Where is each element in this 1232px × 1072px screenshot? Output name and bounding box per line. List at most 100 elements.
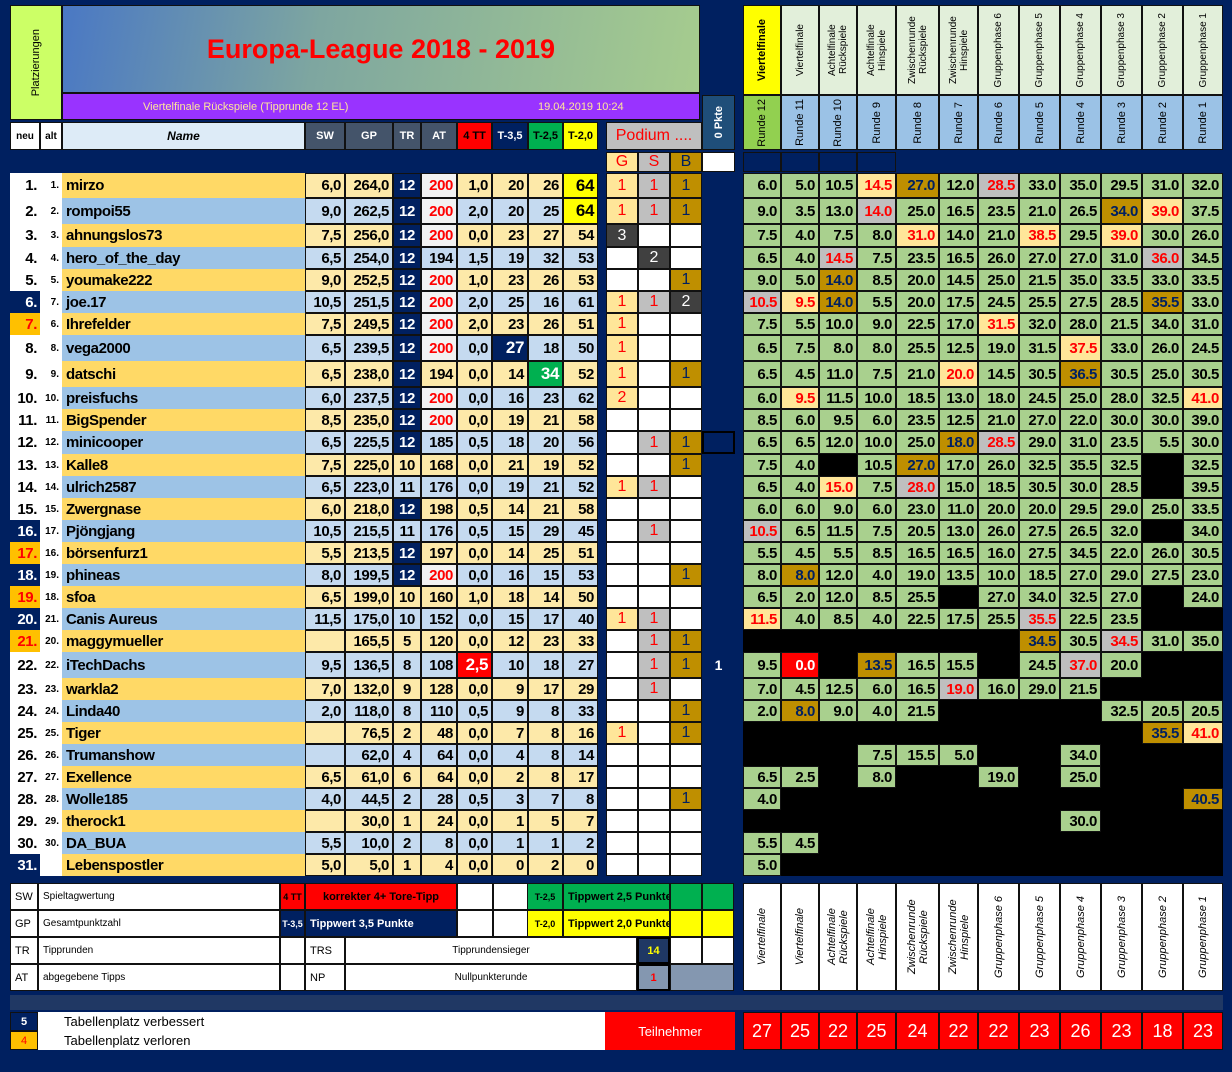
round-participant-count-text: 23 (1192, 1020, 1214, 1041)
player-name[interactable]: youmake222 (62, 269, 305, 291)
col-header-t35[interactable]: T-3,5 (492, 122, 528, 150)
stat-tr: 12 (393, 498, 421, 520)
player-name[interactable]: Tiger (62, 722, 305, 744)
col-header-tt4[interactable]: 4 TT (457, 122, 492, 150)
player-name[interactable]: sfoa (62, 586, 305, 608)
stat-tr: 4 (393, 744, 421, 766)
previous-rank-cell-text: 23. (45, 683, 59, 695)
stat-at: 198 (421, 498, 457, 520)
round-label-header[interactable]: Runde 8 (896, 95, 939, 150)
col-header-gp[interactable]: GP (345, 122, 393, 150)
player-name[interactable]: DA_BUA (62, 832, 305, 854)
player-name[interactable]: Pjöngjang (62, 520, 305, 542)
podium-header-g[interactable]: G (606, 152, 638, 172)
player-name[interactable]: Trumanshow (62, 744, 305, 766)
player-name[interactable]: therock1 (62, 810, 305, 832)
player-name[interactable]: minicooper (62, 431, 305, 454)
stat-sw (305, 744, 345, 766)
round-label-header[interactable]: Runde 5 (1019, 95, 1060, 150)
player-name[interactable]: ahnungslos73 (62, 224, 305, 247)
stat-tr: 12 (393, 224, 421, 247)
col-header-at[interactable]: AT (421, 122, 457, 150)
player-name[interactable]: Exellence (62, 766, 305, 788)
round-label-header[interactable]: Runde 6 (978, 95, 1019, 150)
stat-tr: 12 (393, 431, 421, 454)
podium-header-b[interactable]: B (670, 152, 702, 172)
player-name[interactable]: Wolle185 (62, 788, 305, 810)
round-score-text: 33.0 (1110, 339, 1138, 357)
stat-tt4-text: 0,5 (468, 500, 488, 518)
podium-header-s[interactable]: S (638, 152, 670, 172)
round-score-text: 25.5 (987, 610, 1015, 628)
col-header-tr[interactable]: TR (393, 122, 421, 150)
player-name[interactable]: vega2000 (62, 335, 305, 361)
col-header-neu[interactable]: neu (10, 122, 40, 150)
round-label-header[interactable]: Runde 3 (1101, 95, 1142, 150)
round-score: 5.0 (781, 269, 819, 291)
col-header-t20[interactable]: T-2,0 (563, 122, 598, 150)
round-label-header[interactable]: Runde 9 (857, 95, 896, 150)
stat-t25: 8 (528, 722, 563, 744)
stat-tr: 11 (393, 476, 421, 498)
stat-tt4: 1,0 (457, 269, 492, 291)
round-score: 20.5 (896, 520, 939, 542)
player-name[interactable]: preisfuchs (62, 387, 305, 409)
player-name[interactable]: phineas (62, 564, 305, 586)
player-name[interactable]: joe.17 (62, 291, 305, 313)
player-name[interactable]: rompoi55 (62, 198, 305, 224)
player-name[interactable]: Lebenspostler (62, 854, 305, 876)
round-score-text: 37.5 (1069, 339, 1097, 357)
round-label-header[interactable]: Runde 2 (1142, 95, 1183, 150)
round-score-text: 29.0 (1028, 680, 1056, 698)
round-score: 7.5 (857, 744, 896, 766)
round-score-text: 15.0 (946, 478, 974, 496)
round-score: 34.5 (1183, 247, 1223, 269)
round-label-header[interactable]: Runde 10 (819, 95, 857, 150)
round-phase-header: Gruppenphase 5 (1019, 5, 1060, 95)
player-name[interactable]: Canis Aureus (62, 608, 305, 630)
col-header-alt[interactable]: alt (40, 122, 62, 150)
round-label-header[interactable]: Runde 1 (1183, 95, 1223, 150)
round-label-header[interactable]: Runde 4 (1060, 95, 1101, 150)
player-name[interactable]: ulrich2587 (62, 476, 305, 498)
round-score: 12.0 (939, 173, 978, 198)
lost-label-text: Tabellenplatz verloren (64, 1033, 191, 1048)
round-score: 28.0 (1101, 387, 1142, 409)
round-label-header[interactable]: Runde 11 (781, 95, 819, 150)
col-header-sw[interactable]: SW (305, 122, 345, 150)
stat-t25: 15 (528, 564, 563, 586)
stat-t35: 19 (492, 476, 528, 498)
player-name[interactable]: Kalle8 (62, 454, 305, 476)
player-name[interactable]: datschi (62, 361, 305, 387)
round-label-header[interactable]: Runde 7 (939, 95, 978, 150)
rank-cell-text: 4. (25, 249, 37, 267)
player-name[interactable]: Linda40 (62, 700, 305, 722)
round-score-text: 27.0 (1028, 249, 1056, 267)
player-name[interactable]: mirzo (62, 173, 305, 198)
empty-score-cell (978, 652, 1019, 678)
col-header-t25[interactable]: T-2,5 (528, 122, 563, 150)
round-label-header[interactable]: Runde 12 (743, 95, 781, 150)
round-score: 8.0 (857, 335, 896, 361)
stat-at-text: 185 (429, 434, 453, 451)
player-name-text: minicooper (66, 434, 143, 451)
round-score: 32.5 (1101, 454, 1142, 476)
stat-t25: 29 (528, 520, 563, 542)
empty-score-cell (939, 788, 978, 810)
round-score-text: 8.0 (872, 227, 892, 244)
player-name[interactable]: Ihrefelder (62, 313, 305, 335)
zero-points-cell (702, 832, 735, 854)
player-name[interactable]: hero_of_the_day (62, 247, 305, 269)
round-phase-header: Achtelfinale Rückspiele (819, 5, 857, 95)
col-header-podium[interactable]: Podium .... (606, 122, 702, 150)
player-name[interactable]: maggymueller (62, 630, 305, 652)
player-name[interactable]: BigSpender (62, 409, 305, 431)
player-name[interactable]: warkla2 (62, 678, 305, 700)
player-name[interactable]: iTechDachs (62, 652, 305, 678)
round-score: 34.5 (1060, 542, 1101, 564)
player-name[interactable]: börsenfurz1 (62, 542, 305, 564)
player-name[interactable]: Zwergnase (62, 498, 305, 520)
col-header-name[interactable]: Name (62, 122, 305, 150)
zero-points-cell (702, 520, 735, 542)
stat-t20: 56 (563, 431, 598, 454)
